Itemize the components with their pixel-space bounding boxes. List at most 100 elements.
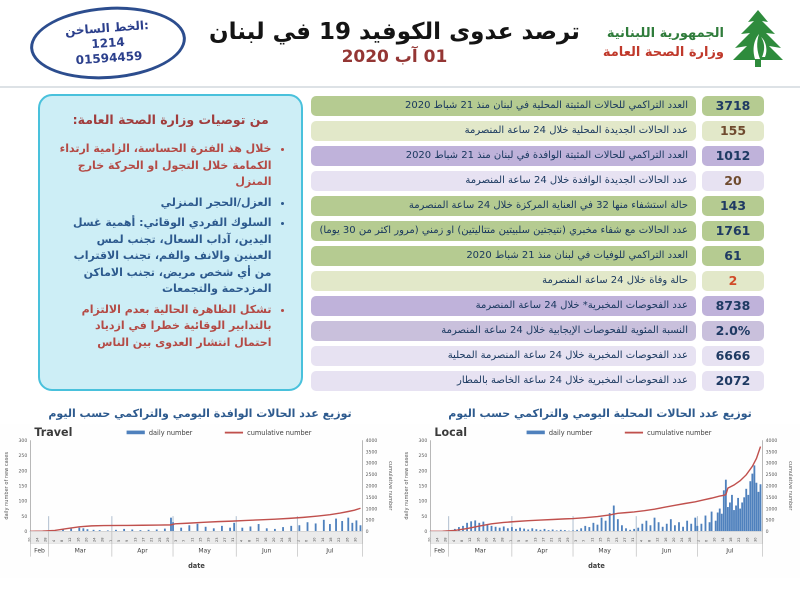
svg-text:2000: 2000 xyxy=(766,483,778,489)
svg-text:12: 12 xyxy=(468,537,472,542)
title-block: ترصد عدوى الكوفيد 19 في لبنان 01 آب 2020 xyxy=(186,19,603,67)
stat-value-2: 1012 xyxy=(702,146,764,166)
left-axis-label: daily number of new cases xyxy=(4,452,10,520)
svg-text:7: 7 xyxy=(582,540,586,542)
svg-text:Mar: Mar xyxy=(75,548,87,555)
svg-text:27: 27 xyxy=(623,537,627,542)
svg-text:1: 1 xyxy=(109,540,113,542)
svg-text:0: 0 xyxy=(766,529,769,535)
stat-label-6: العدد التراكمي للوفيات في لبنان منذ 21 ش… xyxy=(311,246,696,266)
svg-text:8: 8 xyxy=(460,540,464,542)
svg-text:24: 24 xyxy=(493,537,497,542)
svg-text:8: 8 xyxy=(647,540,651,542)
svg-text:23: 23 xyxy=(615,537,619,542)
stat-value-1: 155 xyxy=(702,121,764,141)
svg-text:1000: 1000 xyxy=(766,506,778,512)
stat-label-8: عدد الفحوصات المخبرية* خلال 24 ساعة المن… xyxy=(311,296,696,316)
svg-text:11: 11 xyxy=(190,537,194,542)
svg-text:16: 16 xyxy=(476,537,480,542)
recommendation-item-1: العزل/الحجر المنزلي xyxy=(56,195,272,212)
x-axis-label: date xyxy=(188,562,205,570)
svg-text:10: 10 xyxy=(713,537,717,542)
svg-text:1000: 1000 xyxy=(366,506,378,512)
stat-value-0: 3718 xyxy=(702,96,764,116)
svg-text:Apr: Apr xyxy=(537,548,548,555)
svg-text:150: 150 xyxy=(18,483,27,489)
svg-text:12: 12 xyxy=(256,537,260,542)
svg-text:Apr: Apr xyxy=(137,548,148,555)
chart-title: Travel xyxy=(34,426,72,439)
svg-text:Jun: Jun xyxy=(661,548,672,555)
local-chart: Local daily number cumulative number 0 50 100… xyxy=(400,424,800,578)
svg-text:16: 16 xyxy=(664,537,668,542)
svg-text:18: 18 xyxy=(729,537,733,542)
svg-text:24: 24 xyxy=(680,537,684,542)
svg-text:17: 17 xyxy=(141,537,145,542)
svg-text:14: 14 xyxy=(321,537,325,542)
legend-daily-label: daily number xyxy=(149,429,193,437)
table-row: النسبة المئوية للفحوصات الإيجابية خلال 2… xyxy=(311,321,764,341)
svg-text:3500: 3500 xyxy=(766,449,778,455)
local-chart-svg: Local daily number cumulative number050100… xyxy=(400,424,800,578)
svg-text:May: May xyxy=(598,548,611,555)
stat-value-11: 2072 xyxy=(702,371,764,391)
svg-text:8: 8 xyxy=(247,540,251,542)
stat-label-2: العدد التراكمي للحالات المثبتة الوافدة ف… xyxy=(311,146,696,166)
svg-text:2000: 2000 xyxy=(366,483,378,489)
svg-text:28: 28 xyxy=(501,537,505,542)
svg-text:24: 24 xyxy=(436,537,440,542)
cumulative-line xyxy=(430,446,762,533)
svg-text:15: 15 xyxy=(599,537,603,542)
stat-label-3: عدد الحالات الجديدة الوافدة خلال 24 ساعة… xyxy=(311,171,696,191)
svg-text:5: 5 xyxy=(117,540,121,542)
table-row: العدد التراكمي للحالات المثبتة الوافدة ف… xyxy=(311,146,764,166)
svg-text:12: 12 xyxy=(68,537,72,542)
svg-text:7: 7 xyxy=(182,540,186,542)
svg-text:28: 28 xyxy=(688,537,692,542)
svg-text:50: 50 xyxy=(21,514,27,520)
recommendations-list: خلال هذ الفترة الحساسة، الزامية ارتداء ا… xyxy=(52,141,289,351)
svg-text:15: 15 xyxy=(199,537,203,542)
x-axis-label: date xyxy=(588,562,605,570)
legend-cumulative-swatch xyxy=(224,431,244,434)
svg-text:21: 21 xyxy=(150,537,154,542)
stat-label-9: النسبة المئوية للفحوصات الإيجابية خلال 2… xyxy=(311,321,696,341)
svg-text:29: 29 xyxy=(566,537,570,542)
svg-text:21: 21 xyxy=(550,537,554,542)
stat-label-4: حالة استشفاء منها 32 في العناية المركزة … xyxy=(311,196,696,216)
report-date: 01 آب 2020 xyxy=(341,47,448,67)
svg-text:28: 28 xyxy=(288,537,292,542)
right-axis-label: cumulative number xyxy=(787,461,793,511)
svg-text:2: 2 xyxy=(696,540,700,542)
svg-text:6: 6 xyxy=(705,539,709,542)
stat-label-7: حالة وفاة خلال 24 ساعة المنصرمة xyxy=(311,271,696,291)
svg-text:1: 1 xyxy=(509,540,513,542)
charts-row: Travel daily number cumulative number 0 50 10… xyxy=(0,424,800,578)
svg-text:28: 28 xyxy=(101,537,105,542)
stat-value-9: 2.0% xyxy=(702,321,764,341)
svg-text:22: 22 xyxy=(337,537,341,542)
stat-value-5: 1761 xyxy=(702,221,764,241)
table-row: عدد الحالات مع شفاء مخبري (نتيجتين سلبيت… xyxy=(311,221,764,241)
svg-text:0: 0 xyxy=(366,529,369,535)
stat-label-11: عدد الفحوصات المخبرية خلال 24 ساعة الخاص… xyxy=(311,371,696,391)
stats-table: العدد التراكمي للحالات المثبتة المحلية ف… xyxy=(311,96,764,391)
svg-text:2500: 2500 xyxy=(766,472,778,478)
svg-text:1500: 1500 xyxy=(766,495,778,501)
svg-text:20: 20 xyxy=(272,537,276,542)
left-axis-label: daily number of new cases xyxy=(404,452,410,520)
recommendations-panel: من توصيات وزارة الصحة العامة: خلال هذ ال… xyxy=(38,94,304,391)
svg-text:300: 300 xyxy=(18,438,27,444)
local-chart-title-ar: توزيع عدد الحالات المحلية اليومي والتراك… xyxy=(448,407,752,420)
svg-text:3000: 3000 xyxy=(366,461,378,467)
legend-cumulative-label: cumulative number xyxy=(247,429,312,437)
svg-text:13: 13 xyxy=(133,537,137,542)
svg-text:500: 500 xyxy=(766,518,775,524)
svg-text:23: 23 xyxy=(215,537,219,542)
table-row: حالة وفاة خلال 24 ساعة المنصرمة 2 xyxy=(311,271,764,291)
svg-text:19: 19 xyxy=(607,537,611,542)
svg-text:100: 100 xyxy=(418,499,427,505)
svg-text:28: 28 xyxy=(44,537,48,542)
table-row: عدد الحالات الجديدة المحلية خلال 24 ساعة… xyxy=(311,121,764,141)
svg-text:3: 3 xyxy=(574,540,578,542)
